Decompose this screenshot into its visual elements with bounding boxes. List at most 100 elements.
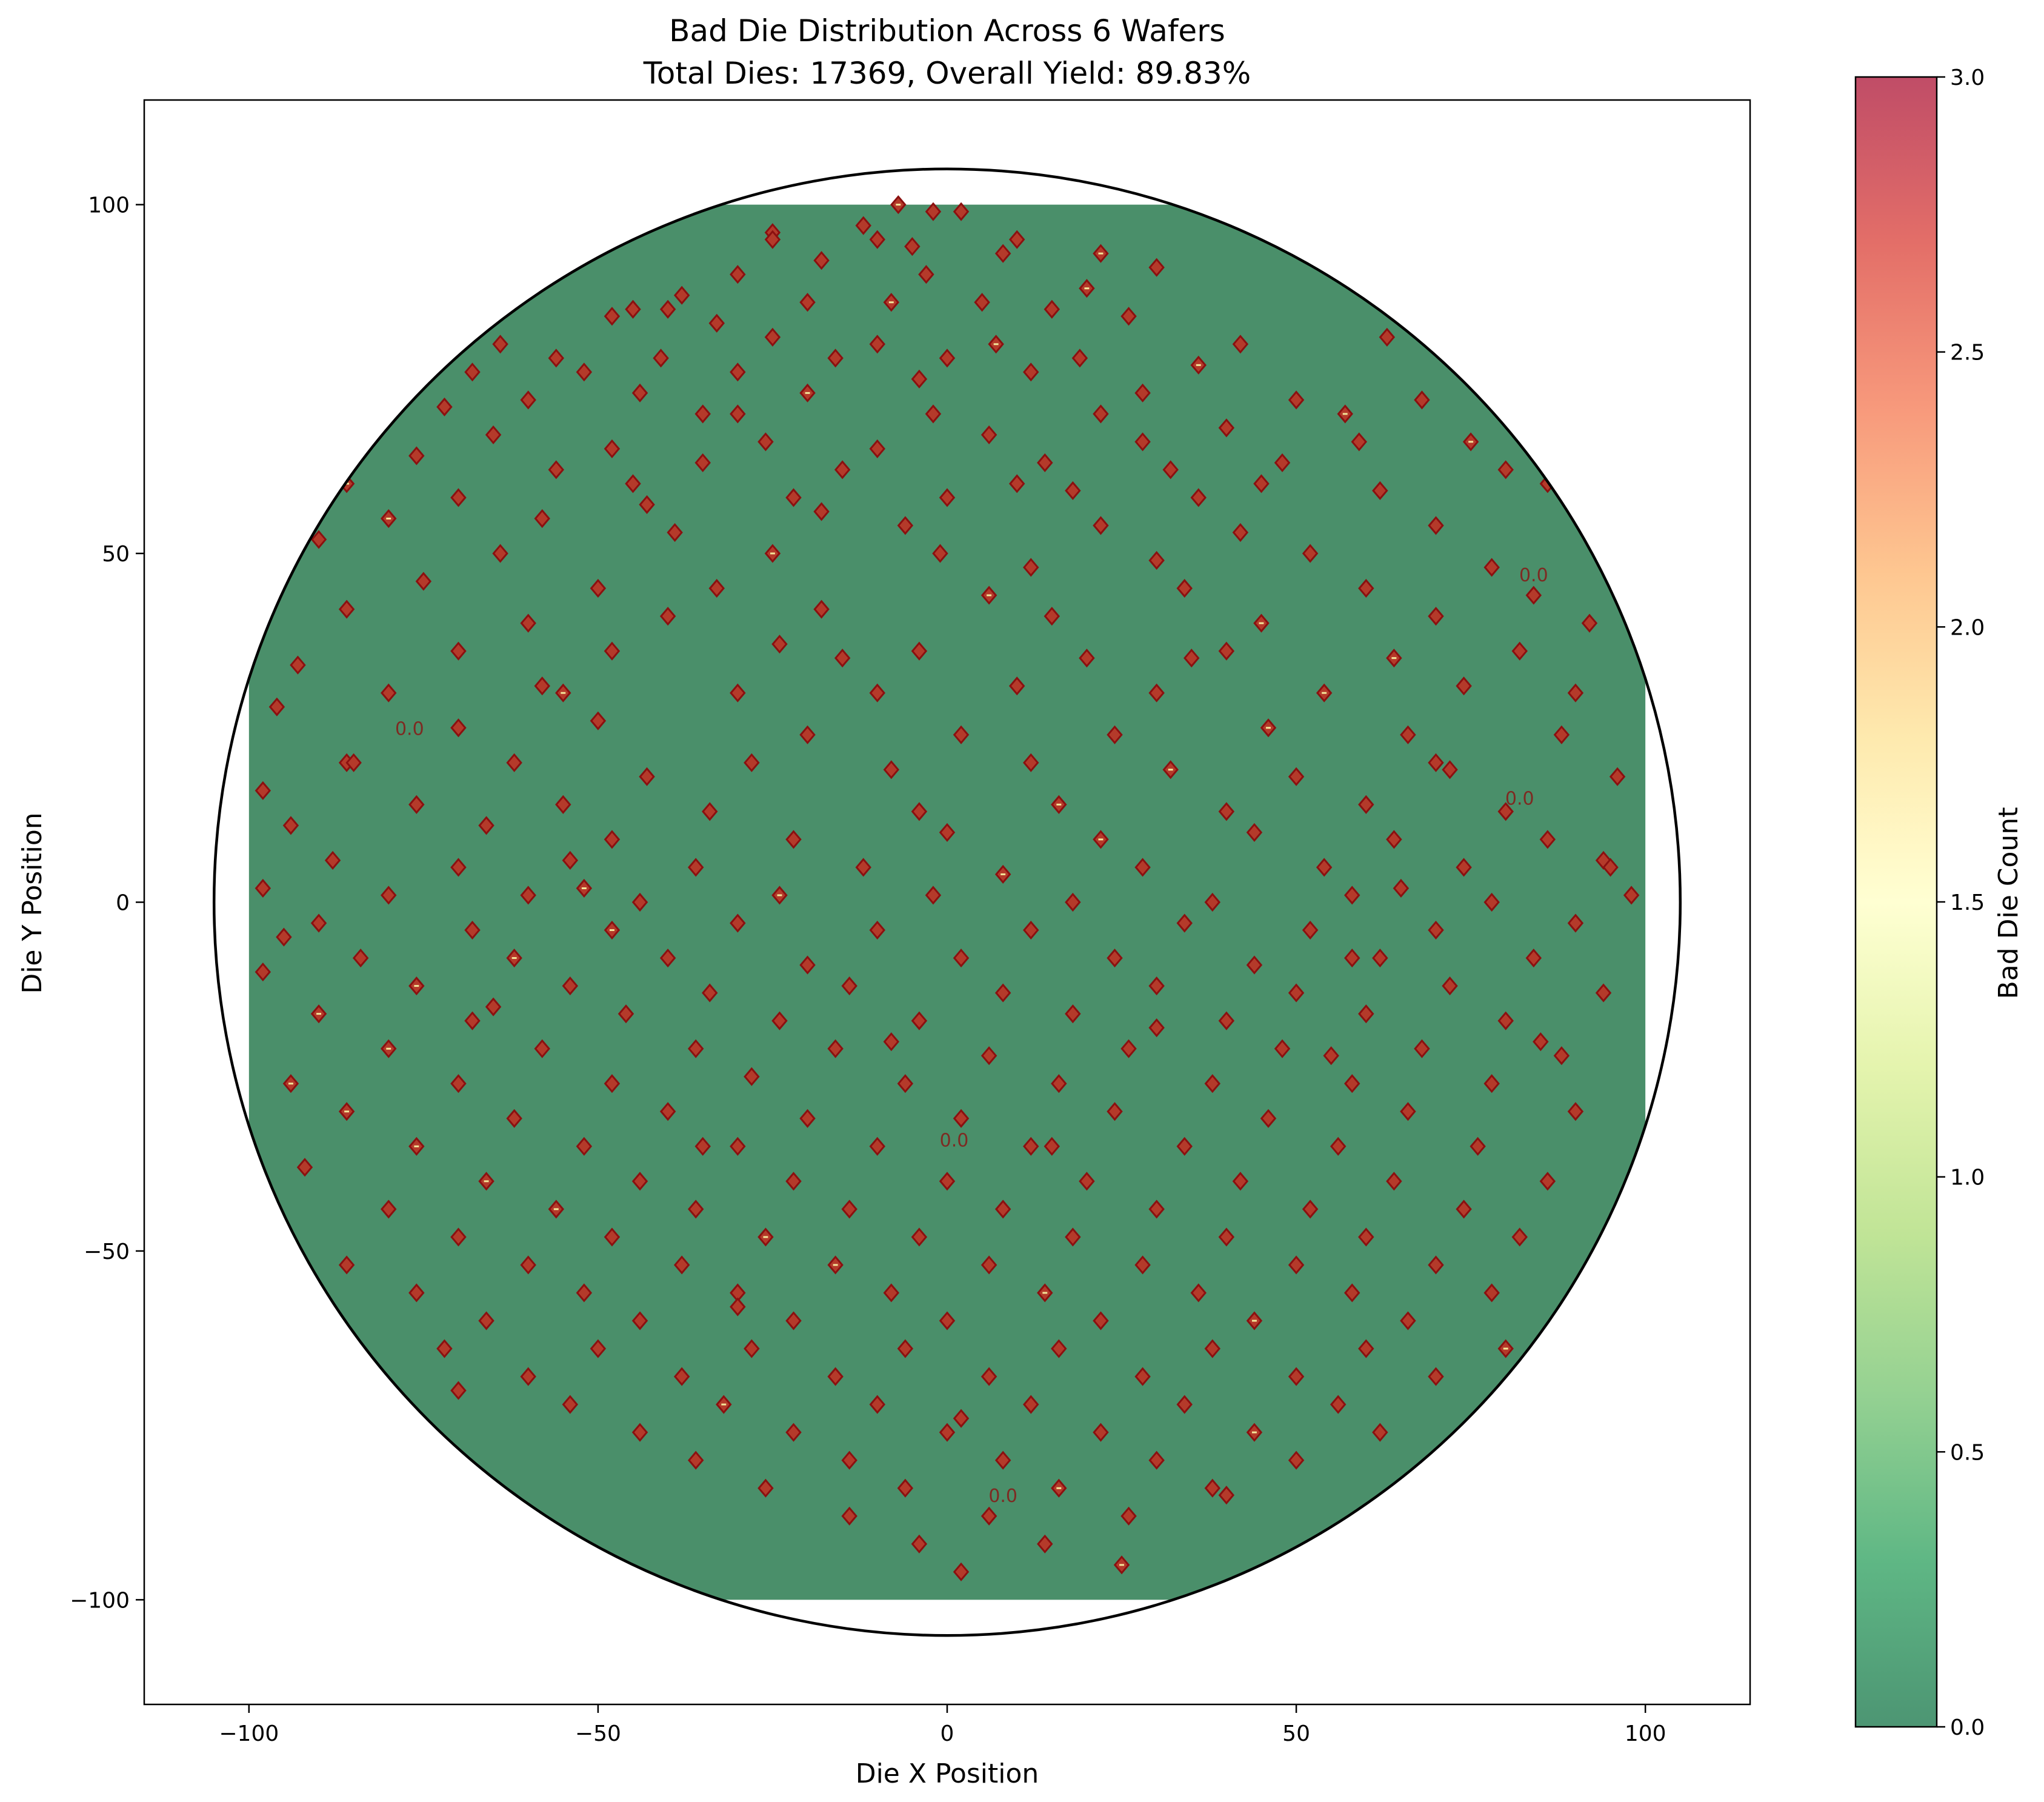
defect-marker xyxy=(1037,453,1053,473)
defect-marker xyxy=(1351,432,1368,452)
defect-marker xyxy=(381,886,397,905)
contour-label: 0.0 xyxy=(1505,788,1534,809)
defect-marker xyxy=(1218,1486,1235,1505)
defect-marker xyxy=(1023,920,1039,940)
colorbar-ticks: 0.0 0.5 1.0 1.5 2.0 2.5 3.0 xyxy=(1937,65,1985,1740)
defect-marker xyxy=(813,502,830,521)
defect-marker xyxy=(911,369,928,389)
x-tick-label: −50 xyxy=(575,1721,621,1746)
defect-marker xyxy=(1358,795,1374,814)
defect-marker xyxy=(408,446,425,466)
defect-marker xyxy=(1079,1172,1095,1191)
defect-marker xyxy=(687,858,704,877)
defect-marker xyxy=(1148,683,1165,702)
defect-marker xyxy=(1162,460,1179,479)
defect-marker xyxy=(659,299,676,319)
chart-title-line1: Bad Die Distribution Across 6 Wafers xyxy=(669,13,1225,48)
defect-marker xyxy=(1372,1423,1388,1442)
defect-marker xyxy=(1274,1039,1291,1058)
defect-marker xyxy=(1533,1032,1549,1052)
defect-marker xyxy=(1093,516,1109,535)
defect-marker xyxy=(1414,1039,1430,1058)
defect-marker xyxy=(520,1255,536,1275)
defect-marker xyxy=(869,683,886,702)
y-tick-label: −100 xyxy=(70,1588,130,1613)
defect-marker xyxy=(520,1367,536,1386)
defect-marker xyxy=(1023,558,1039,577)
defect-marker xyxy=(631,383,648,402)
defect-marker xyxy=(1148,976,1165,996)
defect-marker xyxy=(450,718,467,738)
defect-marker xyxy=(702,802,718,821)
defect-marker xyxy=(1120,307,1137,326)
defect-marker xyxy=(1428,516,1444,535)
defect-marker xyxy=(904,237,920,256)
defect-marker xyxy=(897,516,914,535)
defect-marker xyxy=(813,251,830,270)
defect-marker xyxy=(744,753,760,772)
x-tick-label: 100 xyxy=(1625,1721,1666,1746)
defect-marker xyxy=(1379,327,1396,347)
defect-marker xyxy=(1539,1172,1556,1191)
defect-marker xyxy=(1386,1172,1402,1191)
defect-marker xyxy=(1456,1200,1472,1219)
defect-marker xyxy=(841,1200,857,1219)
defect-marker xyxy=(1288,1367,1305,1386)
defect-marker xyxy=(841,976,857,996)
defect-marker xyxy=(464,362,481,382)
defect-marker xyxy=(918,265,934,284)
defect-marker xyxy=(925,886,942,905)
defect-marker xyxy=(1344,1283,1360,1303)
defect-marker xyxy=(883,760,900,779)
defect-marker xyxy=(1302,1200,1319,1219)
defect-marker xyxy=(667,522,683,542)
defect-marker xyxy=(1008,676,1025,696)
defect-marker xyxy=(994,1200,1011,1219)
defect-marker xyxy=(1120,1506,1137,1526)
defect-marker xyxy=(1386,830,1402,849)
defect-marker xyxy=(1483,1283,1500,1303)
defect-marker xyxy=(730,1297,746,1316)
defect-marker xyxy=(1120,1039,1137,1058)
defect-marker xyxy=(1372,481,1388,501)
defect-marker xyxy=(492,544,508,563)
defect-marker xyxy=(478,1311,494,1330)
defect-marker xyxy=(953,1562,970,1581)
colorbar: 0.0 0.5 1.0 1.5 2.0 2.5 3.0 Bad Die Count xyxy=(1854,65,2024,1740)
defect-marker xyxy=(1204,1339,1221,1358)
defect-marker xyxy=(673,1255,690,1275)
defect-marker xyxy=(1602,858,1619,877)
y-tick-label: −50 xyxy=(84,1240,130,1264)
defect-marker xyxy=(911,1011,928,1030)
defect-marker xyxy=(590,579,607,598)
defect-marker xyxy=(1134,1255,1151,1275)
defect-marker xyxy=(1511,1227,1528,1247)
defect-marker xyxy=(1065,892,1081,912)
defect-marker xyxy=(450,1074,467,1093)
defect-marker xyxy=(730,913,746,933)
contour-label-layer: 0.0 0.0 0.0 0.0 0.0 xyxy=(395,565,1548,1507)
defect-marker xyxy=(1428,753,1444,772)
defect-marker xyxy=(534,1039,550,1058)
defect-marker xyxy=(897,1478,914,1498)
defect-marker xyxy=(1176,1395,1193,1414)
defect-marker xyxy=(1134,858,1151,877)
defect-marker xyxy=(631,1172,648,1191)
defect-marker xyxy=(1051,1074,1067,1093)
defect-marker xyxy=(450,641,467,661)
colorbar-tick-label: 2.5 xyxy=(1950,341,1985,365)
defect-marker xyxy=(827,1367,844,1386)
colorbar-rect xyxy=(1856,77,1937,1727)
defect-marker xyxy=(841,1506,857,1526)
defect-marker xyxy=(436,1339,453,1358)
defect-marker xyxy=(1288,1255,1305,1275)
defect-marker xyxy=(659,1102,676,1121)
defect-marker xyxy=(827,1039,844,1058)
defect-marker xyxy=(381,1200,397,1219)
defect-marker xyxy=(1470,1136,1486,1156)
defect-marker xyxy=(1344,949,1360,968)
defect-marker xyxy=(1218,1227,1235,1247)
defect-marker xyxy=(1134,383,1151,402)
defect-marker xyxy=(1581,613,1598,633)
defect-marker xyxy=(631,1423,648,1442)
